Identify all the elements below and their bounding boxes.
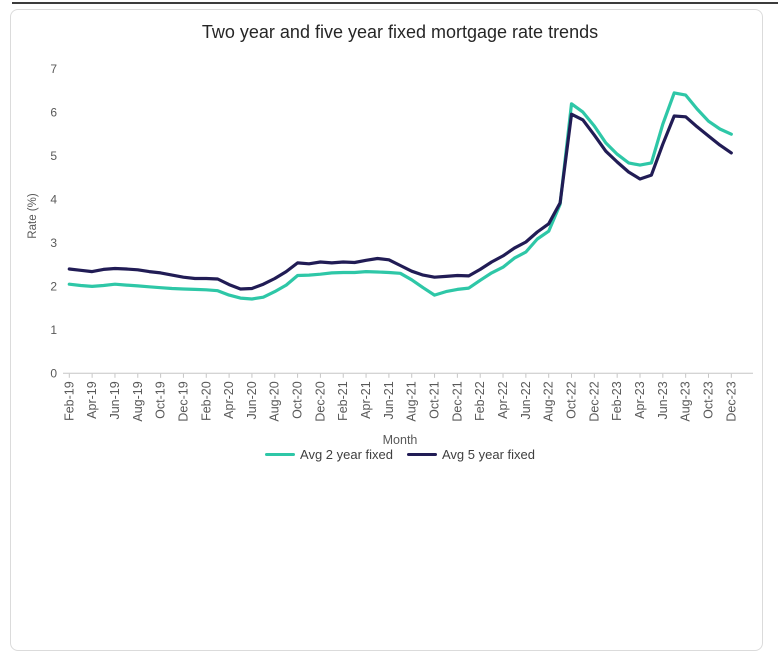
y-tick-label: 6 xyxy=(50,105,57,119)
x-tick-label: Oct-20 xyxy=(291,381,305,419)
y-tick-label: 2 xyxy=(50,279,57,293)
x-tick-label: Jun-23 xyxy=(656,381,670,419)
x-axis-title: Month xyxy=(382,433,418,447)
x-tick-label: Dec-20 xyxy=(313,381,327,421)
x-tick-label: Oct-21 xyxy=(428,381,442,419)
x-tick-label: Oct-19 xyxy=(154,381,168,419)
legend-line-swatch-navy xyxy=(407,452,437,457)
x-tick-label: Feb-19 xyxy=(62,381,76,421)
x-tick-label: Aug-23 xyxy=(679,381,693,421)
legend-label: Avg 5 year fixed xyxy=(442,447,535,462)
legend-item-avg-2-year-fixed: Avg 2 year fixed xyxy=(265,447,393,462)
x-tick-label: Apr-21 xyxy=(359,381,373,419)
x-tick-label: Feb-20 xyxy=(199,381,213,421)
chart-title: Two year and five year fixed mortgage ra… xyxy=(201,22,599,42)
x-tick-label: Apr-23 xyxy=(633,381,647,419)
top-divider-line xyxy=(12,2,778,4)
x-tick-label: Apr-22 xyxy=(496,381,510,419)
x-tick-label: Jun-21 xyxy=(382,381,396,419)
chart-card: Two year and five year fixed mortgage ra… xyxy=(10,9,763,651)
y-tick-label: 7 xyxy=(50,62,57,76)
legend-item-avg-5-year-fixed: Avg 5 year fixed xyxy=(407,447,535,462)
x-tick-label: Apr-19 xyxy=(85,381,99,419)
y-tick-label: 0 xyxy=(50,366,57,380)
x-tick-label: Dec-23 xyxy=(724,381,738,421)
x-tick-label: Aug-20 xyxy=(268,381,282,421)
series-line-avg-2-year-fixed xyxy=(67,91,733,301)
series-line-avg-5-year-fixed xyxy=(67,112,733,291)
legend-line-swatch-teal xyxy=(265,452,296,457)
x-tick-label: Aug-19 xyxy=(131,381,145,421)
y-tick-label: 1 xyxy=(50,323,57,337)
x-tick-label: Feb-22 xyxy=(473,381,487,421)
x-tick-label: Feb-23 xyxy=(610,381,624,421)
x-tick-label: Aug-21 xyxy=(405,381,419,421)
plot-area: Feb-19 Apr-19 Jun-19 Aug-19 Oct-19 Dec-19 Feb-… xyxy=(50,62,753,422)
x-tick-label: Dec-19 xyxy=(176,381,190,421)
y-axis-title: Rate (%) xyxy=(27,193,39,239)
x-tick-label: Oct-22 xyxy=(565,381,579,419)
x-tick-label: Jun-19 xyxy=(108,381,122,419)
x-tick-label: Apr-20 xyxy=(222,381,236,419)
x-tick-label: Aug-22 xyxy=(542,381,556,421)
chart-legend: Avg 2 year fixed Avg 5 year fixed xyxy=(38,447,762,462)
y-tick-label: 5 xyxy=(50,149,57,163)
x-tick-label: Dec-21 xyxy=(450,381,464,421)
x-tick-label: Jun-20 xyxy=(245,381,259,419)
y-tick-label: 3 xyxy=(50,236,57,250)
x-tick-label: Dec-22 xyxy=(587,381,601,421)
legend-label: Avg 2 year fixed xyxy=(300,447,393,462)
x-tick-label: Jun-22 xyxy=(519,381,533,419)
y-tick-label: 4 xyxy=(50,192,57,206)
x-tick-label: Oct-23 xyxy=(701,381,715,419)
x-tick-label: Feb-21 xyxy=(336,381,350,421)
